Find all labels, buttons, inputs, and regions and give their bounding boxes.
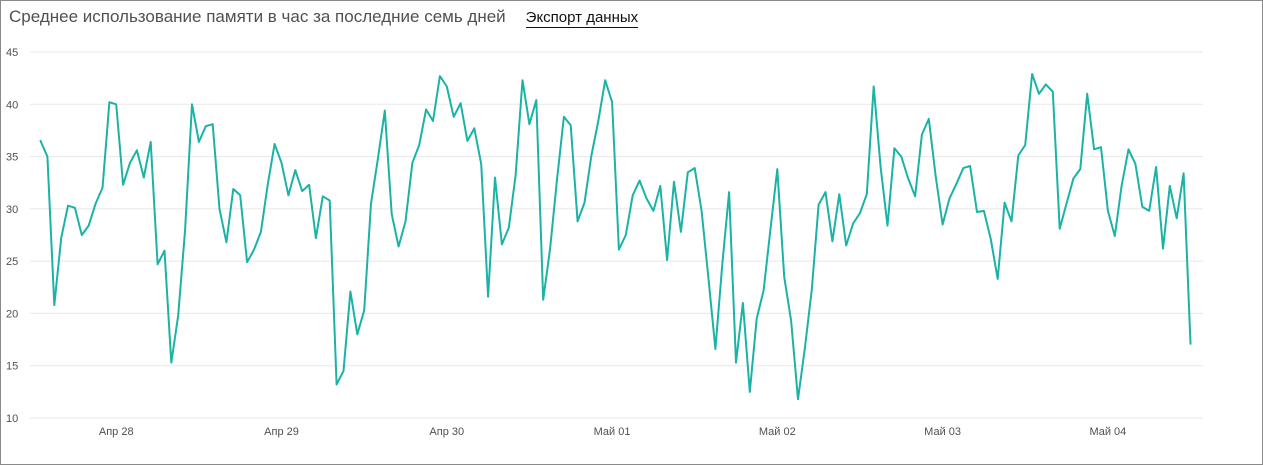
chart-title: Среднее использование памяти в час за по… [9, 7, 506, 26]
y-tick-label: 20 [6, 308, 18, 320]
x-tick-label: Май 02 [759, 426, 796, 438]
y-tick-label: 35 [6, 152, 18, 164]
x-tick-label: Апр 28 [99, 426, 134, 438]
x-tick-label: Май 04 [1089, 426, 1126, 438]
x-tick-label: Апр 30 [429, 426, 464, 438]
y-tick-label: 45 [6, 47, 18, 59]
x-tick-label: Май 01 [594, 426, 631, 438]
x-tick-label: Май 03 [924, 426, 961, 438]
y-tick-label: 10 [6, 413, 18, 425]
y-tick-label: 25 [6, 256, 18, 268]
y-tick-label: 15 [6, 361, 18, 373]
x-tick-label: Апр 29 [264, 426, 299, 438]
export-data-link[interactable]: Экспорт данных [525, 9, 639, 28]
y-tick-label: 40 [6, 99, 18, 111]
chart-header: Среднее использование памяти в час за по… [9, 7, 639, 31]
y-tick-label: 30 [6, 204, 18, 216]
memory-usage-line [39, 73, 1192, 401]
